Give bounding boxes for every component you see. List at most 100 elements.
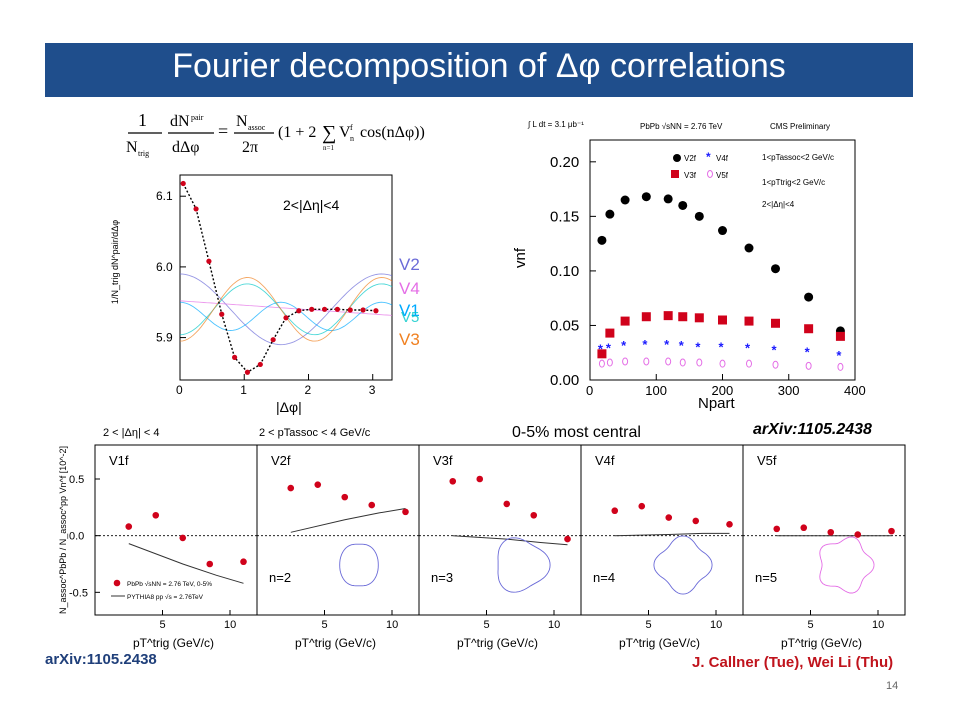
- v1-component-curve: [179, 301, 393, 331]
- data-point: [193, 206, 199, 212]
- panel-frame: [742, 444, 906, 616]
- y-tick-label: 0.00: [550, 372, 579, 389]
- data-point: [206, 560, 214, 568]
- panel-frame: [580, 444, 744, 616]
- centrality-label: 0-5% most central: [512, 424, 641, 441]
- legend-pythia-label: PYTHIA8 pp √s = 2.76TeV: [127, 593, 204, 601]
- y-tick-label: 6.1: [156, 189, 173, 203]
- v3-point: [597, 349, 607, 359]
- v3-point: [744, 316, 754, 326]
- svg-text:2π: 2π: [242, 139, 258, 156]
- data-point: [314, 481, 322, 488]
- data-point: [827, 528, 835, 536]
- legend-v4-label: V4f: [716, 154, 729, 163]
- svg-text:f: f: [350, 123, 353, 132]
- legend-v3: V3: [399, 330, 420, 349]
- arxiv-reference-right: arXiv:1105.2438: [753, 421, 872, 438]
- panel-label: V2f: [271, 453, 291, 468]
- x-tick-label: 10: [224, 619, 236, 631]
- y-axis-label: vnf: [512, 247, 529, 268]
- data-point: [449, 477, 457, 485]
- panel-frame: [418, 444, 582, 616]
- data-point: [219, 311, 225, 317]
- y-tick-label: 0.0: [69, 531, 84, 543]
- v5-point: [679, 358, 686, 367]
- data-point: [244, 369, 251, 375]
- cut-eta-label: 2<|Δη|<4: [762, 200, 795, 209]
- data-point: [665, 514, 673, 521]
- legend-v3-label: V3f: [684, 171, 697, 180]
- data-point: [854, 531, 862, 538]
- x-axis-label: pT^trig (GeV/c): [295, 636, 376, 650]
- v4-point: *: [695, 339, 701, 354]
- v3-point: [678, 312, 688, 322]
- x-tick-label: 10: [872, 619, 884, 631]
- x-axis-label: pT^trig (GeV/c): [619, 636, 700, 650]
- v4-point: *: [642, 337, 648, 352]
- x-tick-label: 5: [484, 619, 490, 631]
- x-tick-label: 400: [844, 383, 866, 398]
- data-point: [341, 493, 349, 501]
- x-tick-label: 200: [712, 383, 734, 398]
- bottom-cut-pt: 2 < pTassoc < 4 GeV/c: [259, 427, 371, 439]
- legend-v2: V2: [399, 255, 420, 274]
- v4-point: *: [664, 337, 670, 352]
- data-point: [257, 361, 263, 368]
- x-tick-label: 5: [808, 619, 814, 631]
- bottom-cut-eta: 2 < |Δη| < 4: [103, 427, 160, 439]
- y-tick-label: 5.9: [156, 331, 173, 345]
- y-axis-label: N_assoc^PbPb / N_assoc^pp Vn^f [10^-2]: [58, 446, 68, 614]
- x-tick-label: 1: [240, 383, 247, 397]
- legend-v2-marker: [673, 154, 681, 162]
- v4-point: *: [745, 340, 751, 355]
- cut-trig-label: 1<pTtrig<2 GeV/c: [762, 178, 825, 187]
- v3-point: [620, 316, 630, 326]
- v4-point: *: [719, 339, 725, 354]
- v3-point: [641, 312, 651, 322]
- luminosity-label: ∫ L dt = 3.1 μb⁻¹: [527, 120, 584, 129]
- v4-point: *: [805, 345, 811, 360]
- v3-point: [771, 318, 780, 328]
- v5-point: [805, 361, 812, 370]
- data-point: [726, 521, 733, 528]
- data-point: [773, 525, 781, 533]
- x-tick-label: 10: [548, 619, 560, 631]
- y-tick-label: -0.5: [69, 587, 88, 599]
- v4-point: *: [836, 348, 842, 363]
- pythia-line: [452, 535, 568, 546]
- data-point: [309, 306, 315, 312]
- data-point: [800, 524, 808, 532]
- v3-point: [663, 311, 673, 321]
- v2-point: [771, 264, 780, 274]
- x-tick-label: 3: [369, 383, 376, 397]
- x-tick-label: 10: [386, 619, 398, 631]
- svg-text:∑: ∑: [322, 122, 336, 144]
- data-point: [296, 308, 302, 314]
- legend-data-marker: [113, 579, 121, 587]
- data-point: [402, 508, 409, 516]
- fourier-fit-curve: [182, 183, 376, 374]
- panel-frame: [94, 444, 258, 616]
- v5-point: [696, 358, 703, 367]
- svg-text:1: 1: [138, 110, 147, 130]
- data-point: [270, 337, 276, 343]
- x-axis-label: pT^trig (GeV/c): [133, 636, 214, 650]
- y-tick-label: 0.10: [550, 263, 579, 280]
- flow-shape-n4: [653, 535, 713, 595]
- v5-point: [719, 359, 726, 368]
- data-point: [283, 315, 289, 321]
- legend-v1: V1: [399, 301, 420, 320]
- y-tick-label: 0.05: [550, 317, 579, 334]
- collision-system-label: PbPb √sNN = 2.76 TeV: [640, 122, 723, 131]
- x-tick-label: 5: [322, 619, 328, 631]
- title-bar: Fourier decomposition of Δφ correlations: [45, 43, 913, 97]
- v4-point: *: [621, 338, 627, 353]
- v2-component-curve: [179, 273, 393, 346]
- data-point: [611, 507, 619, 515]
- pythia-line: [290, 508, 406, 533]
- v4-point: *: [598, 341, 604, 356]
- data-point: [638, 502, 646, 510]
- svg-text:dΔφ: dΔφ: [172, 139, 200, 156]
- data-point: [152, 511, 160, 519]
